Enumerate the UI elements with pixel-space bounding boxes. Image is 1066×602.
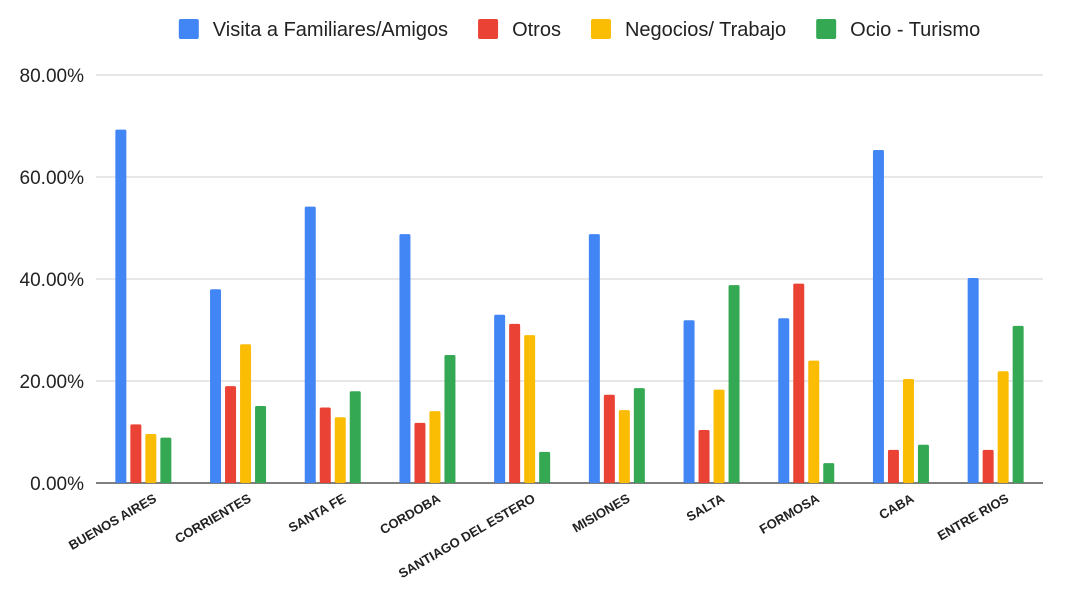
bar-ocio-turismo-salta[interactable] — [728, 285, 740, 483]
y-axis: 0.00% 20.00% 40.00% 60.00% 80.00% — [20, 66, 85, 495]
bar-ocio-turismo-santiago-del-estero[interactable] — [539, 451, 551, 483]
bar-ocio-turismo-santa-fe[interactable] — [349, 391, 361, 483]
y-tick-label: 0.00% — [30, 474, 84, 495]
x-tick-label: MISIONES — [570, 490, 633, 535]
legend-label: Ocio - Turismo — [850, 19, 980, 41]
bar-group-santiago-del-estero — [494, 314, 551, 483]
legend-item-negocios-trabajo[interactable]: Negocios/ Trabajo — [590, 19, 786, 41]
bar-otros-misiones[interactable] — [603, 394, 615, 483]
bar-ocio-turismo-entre-rios[interactable] — [1012, 325, 1024, 483]
legend-label: Otros — [512, 19, 561, 41]
bar-negocios-trabajo-caba[interactable] — [902, 378, 914, 483]
bar-visita-a-familiares-amigos-entre-rios[interactable] — [967, 277, 979, 483]
bar-group-corrientes — [210, 289, 267, 483]
bar-visita-a-familiares-amigos-formosa[interactable] — [778, 318, 790, 483]
bar-visita-a-familiares-amigos-santa-fe[interactable] — [304, 206, 316, 483]
x-tick-label: CORDOBA — [377, 490, 443, 537]
x-tick-label: BUENOS AIRES — [66, 490, 159, 552]
y-tick-label: 60.00% — [20, 168, 85, 189]
bar-otros-salta[interactable] — [698, 429, 710, 483]
x-tick-label: SALTA — [684, 490, 728, 524]
bar-negocios-trabajo-buenos-aires[interactable] — [145, 434, 157, 483]
legend-item-visita-a-familiares-amigos[interactable]: Visita a Familiares/Amigos — [178, 19, 448, 41]
legend: Visita a Familiares/Amigos Otros Negocios/… — [178, 19, 980, 41]
bar-negocios-trabajo-entre-rios[interactable] — [997, 371, 1009, 483]
x-tick-label: ENTRE RIOS — [935, 490, 1012, 543]
bar-group-cordoba — [399, 234, 456, 483]
bar-otros-corrientes[interactable] — [225, 386, 237, 483]
bar-group-formosa — [778, 283, 835, 483]
bar-visita-a-familiares-amigos-buenos-aires[interactable] — [115, 129, 127, 483]
bar-ocio-turismo-misiones[interactable] — [633, 388, 645, 483]
y-tick-label: 20.00% — [20, 372, 85, 393]
bar-group-misiones — [588, 234, 645, 483]
y-tick-label: 80.00% — [20, 66, 85, 87]
legend-item-ocio-turismo[interactable]: Ocio - Turismo — [816, 19, 980, 41]
bar-negocios-trabajo-santiago-del-estero[interactable] — [524, 335, 536, 483]
legend-label: Negocios/ Trabajo — [625, 19, 786, 41]
y-tick-label: 40.00% — [20, 270, 85, 291]
bar-ocio-turismo-buenos-aires[interactable] — [160, 437, 172, 483]
legend-swatch — [816, 19, 837, 39]
gridlines — [96, 74, 1043, 484]
bar-negocios-trabajo-cordoba[interactable] — [429, 411, 441, 483]
bar-visita-a-familiares-amigos-corrientes[interactable] — [210, 289, 222, 483]
bar-visita-a-familiares-amigos-misiones[interactable] — [588, 234, 600, 483]
x-tick-label: CABA — [876, 490, 917, 522]
bar-group-caba — [872, 149, 929, 483]
bar-negocios-trabajo-corrientes[interactable] — [240, 344, 252, 483]
legend-swatch — [178, 19, 199, 39]
x-axis: BUENOS AIRES CORRIENTES SANTA FE CORDOBASAN… — [66, 490, 1011, 581]
bar-otros-formosa[interactable] — [793, 283, 805, 483]
bar-ocio-turismo-caba[interactable] — [917, 444, 929, 483]
bar-ocio-turismo-cordoba[interactable] — [444, 354, 456, 483]
legend-item-otros[interactable]: Otros — [478, 19, 561, 41]
legend-swatch — [590, 19, 611, 39]
legend-label: Visita a Familiares/Amigos — [213, 19, 448, 41]
bar-visita-a-familiares-amigos-santiago-del-estero[interactable] — [494, 314, 506, 483]
bar-negocios-trabajo-santa-fe[interactable] — [334, 417, 346, 483]
x-tick-label: CORRIENTES — [172, 490, 254, 546]
bar-ocio-turismo-corrientes[interactable] — [255, 405, 267, 483]
legend-swatch — [478, 19, 499, 39]
bar-otros-entre-rios[interactable] — [982, 449, 994, 483]
bar-visita-a-familiares-amigos-cordoba[interactable] — [399, 234, 411, 483]
bar-otros-cordoba[interactable] — [414, 422, 426, 483]
bar-visita-a-familiares-amigos-caba[interactable] — [872, 149, 884, 483]
bar-negocios-trabajo-formosa[interactable] — [808, 360, 820, 483]
bar-group-santa-fe — [304, 206, 361, 483]
x-tick-label: FORMOSA — [757, 490, 823, 537]
bar-visita-a-familiares-amigos-salta[interactable] — [683, 320, 695, 483]
bar-negocios-trabajo-misiones[interactable] — [618, 410, 630, 483]
bar-otros-santiago-del-estero[interactable] — [509, 323, 521, 483]
bar-ocio-turismo-formosa[interactable] — [823, 463, 835, 483]
bar-otros-buenos-aires[interactable] — [130, 424, 142, 483]
plot-area — [115, 129, 1024, 483]
bar-otros-santa-fe[interactable] — [319, 407, 331, 483]
bar-negocios-trabajo-salta[interactable] — [713, 389, 725, 483]
bar-group-buenos-aires — [115, 129, 172, 483]
bar-otros-caba[interactable] — [887, 449, 899, 483]
bar-group-entre-rios — [967, 277, 1024, 483]
x-tick-label: SANTA FE — [286, 490, 349, 535]
bar-group-salta — [683, 285, 740, 483]
